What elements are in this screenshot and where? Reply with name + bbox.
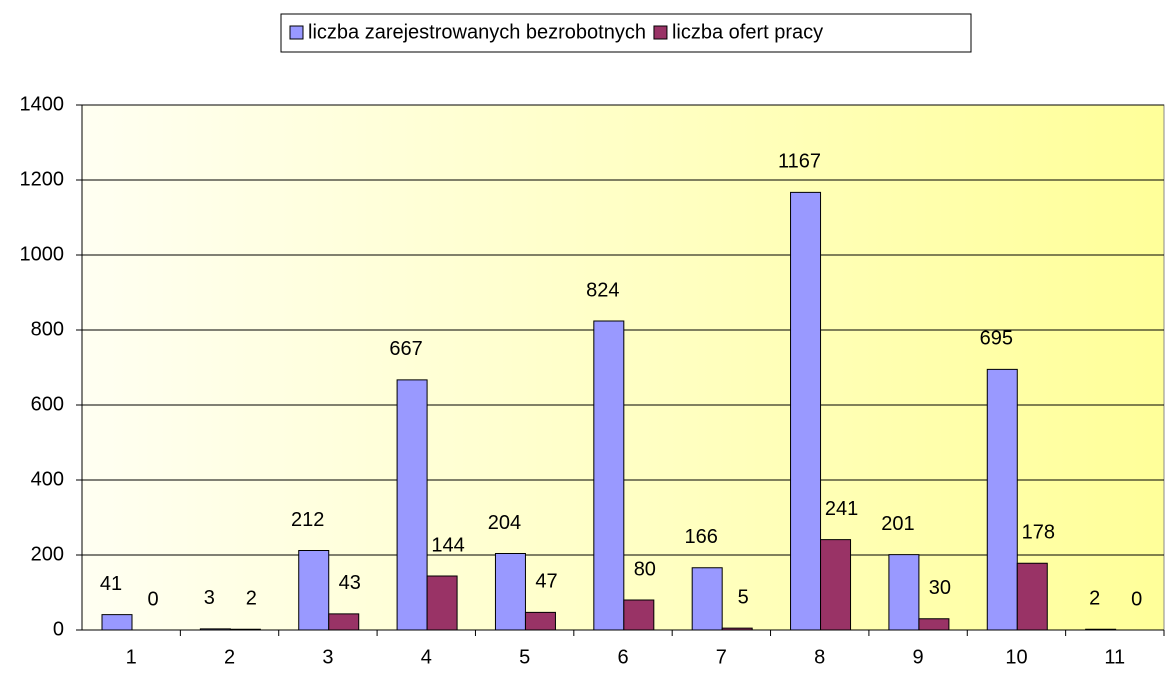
data-label: 5 xyxy=(738,586,749,608)
bar xyxy=(721,627,753,631)
x-tick-label: 6 xyxy=(617,646,628,668)
y-tick-label: 800 xyxy=(31,318,64,340)
bar xyxy=(691,567,723,631)
data-label: 212 xyxy=(291,509,324,531)
legend-swatch xyxy=(653,25,668,40)
bar xyxy=(918,618,950,631)
bar xyxy=(328,613,360,631)
bar xyxy=(623,599,655,631)
bar xyxy=(820,539,852,631)
x-tick-label: 1 xyxy=(126,646,137,668)
data-label: 0 xyxy=(1131,588,1142,610)
bar xyxy=(101,614,133,631)
x-tick-label: 7 xyxy=(716,646,727,668)
data-label: 1167 xyxy=(778,151,821,173)
bar xyxy=(494,553,526,631)
bar xyxy=(396,379,428,631)
x-tick-label: 4 xyxy=(421,646,432,668)
bar xyxy=(426,575,458,631)
bar xyxy=(593,320,625,631)
legend-swatch xyxy=(289,25,304,40)
bar xyxy=(1085,628,1117,631)
data-label: 2 xyxy=(1089,588,1100,610)
data-label: 695 xyxy=(980,328,1013,350)
data-label: 47 xyxy=(535,571,557,593)
legend xyxy=(280,13,972,53)
data-label: 80 xyxy=(634,558,656,580)
x-tick-label: 3 xyxy=(322,646,333,668)
data-label: 166 xyxy=(684,526,717,548)
bar xyxy=(298,550,330,631)
x-tick-label: 5 xyxy=(519,646,530,668)
legend-label: liczba zarejestrowanych bezrobotnych xyxy=(308,21,646,43)
y-tick-label: 0 xyxy=(53,618,64,640)
data-label: 824 xyxy=(586,279,619,301)
data-label: 2 xyxy=(246,588,257,610)
data-label: 3 xyxy=(204,587,215,609)
y-tick-label: 1000 xyxy=(20,243,65,265)
x-tick-label: 2 xyxy=(224,646,235,668)
x-tick-label: 8 xyxy=(814,646,825,668)
y-tick-label: 1200 xyxy=(20,168,65,190)
bar xyxy=(199,628,231,631)
x-tick-label: 11 xyxy=(1104,646,1125,668)
y-tick-label: 600 xyxy=(31,393,64,415)
data-label: 204 xyxy=(488,512,521,534)
data-label: 667 xyxy=(389,338,422,360)
legend-label: liczba ofert pracy xyxy=(672,21,823,43)
data-label: 241 xyxy=(825,498,858,520)
bar xyxy=(790,191,822,631)
data-label: 43 xyxy=(339,572,361,594)
y-tick-label: 200 xyxy=(31,543,64,565)
data-label: 178 xyxy=(1022,522,1055,544)
y-tick-label: 1400 xyxy=(20,93,65,115)
bar xyxy=(1016,562,1048,631)
data-label: 144 xyxy=(431,534,464,556)
bar xyxy=(524,611,556,631)
x-tick-label: 10 xyxy=(1005,646,1027,668)
data-label: 201 xyxy=(881,513,914,535)
bar xyxy=(888,554,920,631)
data-label: 0 xyxy=(147,588,158,610)
bar xyxy=(229,628,261,631)
data-label: 41 xyxy=(100,573,122,595)
bar xyxy=(986,368,1018,631)
y-tick-label: 400 xyxy=(31,468,64,490)
data-label: 30 xyxy=(929,577,951,599)
x-tick-label: 9 xyxy=(913,646,924,668)
